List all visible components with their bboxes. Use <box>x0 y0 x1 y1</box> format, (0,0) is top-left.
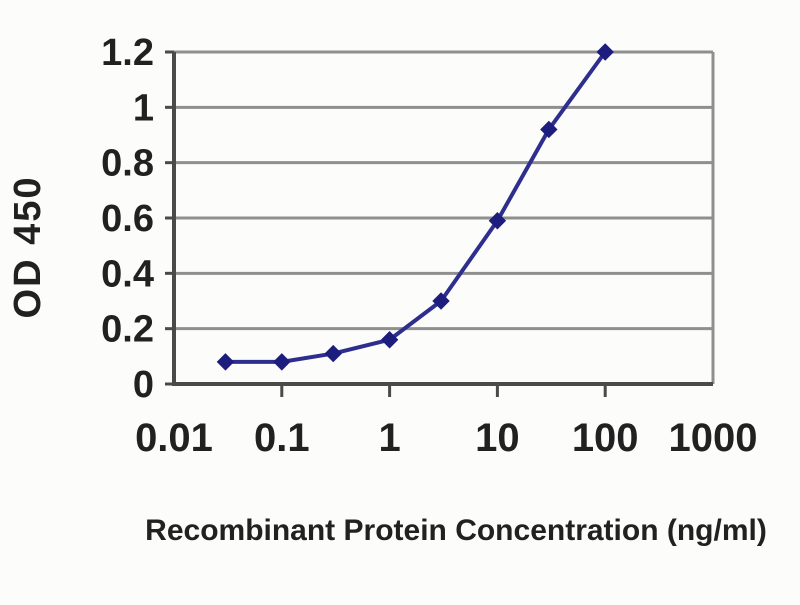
y-tick-label: 0.4 <box>101 253 154 295</box>
series-line <box>225 50 607 364</box>
data-point-marker <box>273 353 291 371</box>
x-axis-title: Recombinant Protein Concentration (ng/ml… <box>145 514 767 547</box>
y-tick-label: 1 <box>133 87 154 129</box>
data-point-marker <box>380 331 399 349</box>
y-axis-title: OD 450 <box>7 176 49 319</box>
data-point-marker <box>216 353 235 371</box>
y-tick-label: 0 <box>133 364 154 406</box>
x-tick-label: 0.01 <box>135 416 213 460</box>
y-tick-label: 1.2 <box>101 32 154 74</box>
data-point-marker <box>324 344 342 363</box>
x-tick-label: 100 <box>572 416 639 460</box>
data-point-marker <box>596 43 614 61</box>
x-tick-label: 1 <box>378 416 400 460</box>
x-tick-label: 0.1 <box>254 416 310 460</box>
data-point-marker <box>432 292 450 310</box>
data-point-marker <box>488 212 507 230</box>
y-tick-label: 0.2 <box>101 309 154 351</box>
x-tick-label: 1000 <box>669 416 758 460</box>
y-tick-label: 0.6 <box>101 198 154 240</box>
data-point-marker <box>540 120 558 139</box>
x-tick-label: 10 <box>475 416 520 460</box>
y-tick-label: 0.8 <box>101 143 154 185</box>
